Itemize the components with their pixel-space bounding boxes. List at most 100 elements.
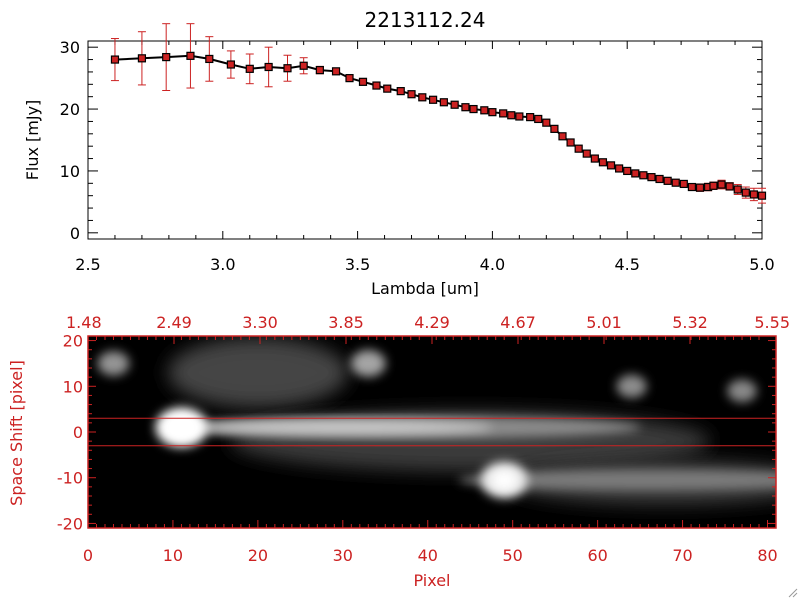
image-y-tick-label: 0 bbox=[73, 423, 83, 442]
flux-point bbox=[534, 114, 543, 124]
flux-point bbox=[396, 87, 405, 96]
image-axis-ticks: 0 10 20 30 40 50 60 70 80 1.48 2.49 3.30 3.85 4.29 4.6… bbox=[57, 313, 790, 565]
flux-point bbox=[717, 180, 726, 189]
wavelength-tick-label: 3.85 bbox=[328, 313, 364, 332]
spectrum-image-panel: 0 10 20 30 40 50 60 70 80 1.48 2.49 3.30 3.85 4.29 4.6… bbox=[7, 313, 790, 590]
flux-panel: 2213112.24 2.5 3.0 3.5 4.0 4.5 5.0 0 10 20 30 Lam… bbox=[23, 8, 775, 298]
flux-point bbox=[725, 182, 734, 191]
flux-point bbox=[709, 181, 718, 190]
flux-point bbox=[226, 60, 235, 69]
flux-point bbox=[331, 67, 341, 76]
flux-point bbox=[566, 138, 575, 147]
flux-point bbox=[550, 124, 559, 133]
source-blob-core bbox=[167, 416, 196, 439]
flux-point bbox=[461, 103, 470, 112]
image-x-tick-label: 0 bbox=[83, 546, 93, 565]
chart-title: 2213112.24 bbox=[365, 8, 486, 32]
flux-point bbox=[687, 182, 697, 192]
flux-x-tick-label: 4.5 bbox=[614, 255, 639, 274]
source-blob bbox=[616, 374, 647, 398]
flux-point bbox=[383, 84, 392, 93]
image-x-tick-label: 50 bbox=[503, 546, 523, 565]
flux-point bbox=[137, 54, 147, 63]
wavelength-tick-label: 4.67 bbox=[500, 313, 536, 332]
flux-point bbox=[372, 81, 381, 90]
image-y-tick-label: -10 bbox=[57, 469, 83, 488]
image-y-tick-label: 20 bbox=[63, 332, 83, 351]
flux-x-tick-label: 5.0 bbox=[749, 255, 774, 274]
source-blob-core bbox=[491, 469, 517, 491]
flux-point bbox=[110, 55, 120, 64]
flux-series bbox=[110, 23, 767, 204]
flux-x-axis-label: Lambda [um] bbox=[371, 279, 479, 298]
flux-y-tick-label: 10 bbox=[60, 162, 80, 181]
flux-point bbox=[526, 113, 535, 122]
flux-point bbox=[679, 179, 688, 189]
extraction-window bbox=[88, 417, 776, 447]
flux-point bbox=[264, 62, 273, 72]
resize-grip-icon[interactable] bbox=[786, 586, 798, 598]
flux-point bbox=[488, 108, 497, 117]
flux-point bbox=[499, 109, 508, 118]
flux-y-tick-label: 30 bbox=[60, 38, 80, 57]
flux-point bbox=[582, 149, 591, 158]
flux-point bbox=[623, 166, 632, 176]
image-x-tick-label: 80 bbox=[757, 546, 777, 565]
flux-axis-ticks: 2.5 3.0 3.5 4.0 4.5 5.0 0 10 20 30 bbox=[60, 38, 775, 274]
flux-line bbox=[114, 54, 763, 197]
wavelength-tick-label: 5.01 bbox=[586, 313, 622, 332]
flux-point bbox=[749, 190, 759, 199]
flux-x-tick-label: 3.5 bbox=[345, 255, 370, 274]
flux-y-tick-label: 20 bbox=[60, 100, 80, 119]
source-blob bbox=[97, 351, 130, 376]
flux-point bbox=[631, 169, 640, 178]
flux-y-tick-label: 0 bbox=[70, 224, 80, 243]
flux-x-tick-label: 2.5 bbox=[75, 255, 100, 274]
flux-point bbox=[469, 104, 478, 114]
flux-point bbox=[358, 77, 368, 86]
flux-point bbox=[515, 112, 524, 121]
flux-point bbox=[450, 100, 459, 109]
flux-point bbox=[598, 158, 608, 167]
flux-point bbox=[407, 90, 416, 99]
flux-point bbox=[205, 54, 214, 64]
source-blob bbox=[727, 379, 757, 403]
wavelength-tick-label: 3.30 bbox=[242, 313, 278, 332]
image-x-tick-label: 20 bbox=[248, 546, 268, 565]
flux-point bbox=[558, 132, 567, 141]
flux-point bbox=[299, 61, 308, 70]
flux-point bbox=[695, 183, 705, 192]
flux-plot-frame bbox=[87, 40, 763, 240]
flux-point bbox=[480, 106, 489, 115]
source-blob bbox=[350, 350, 386, 377]
image-x-tick-label: 40 bbox=[418, 546, 438, 565]
flux-point bbox=[542, 118, 551, 127]
image-background-glow bbox=[167, 337, 348, 408]
flux-point bbox=[507, 111, 516, 120]
flux-point bbox=[245, 64, 254, 73]
flux-point bbox=[606, 161, 616, 170]
image-x-tick-label: 10 bbox=[163, 546, 183, 565]
flux-point bbox=[162, 52, 171, 62]
flux-point bbox=[315, 65, 324, 75]
flux-point bbox=[283, 64, 292, 73]
spectrum-image bbox=[97, 337, 776, 505]
primary-trace-core bbox=[192, 420, 493, 435]
wavelength-tick-label: 4.29 bbox=[414, 313, 450, 332]
flux-point bbox=[345, 74, 354, 83]
wavelength-tick-label: 5.55 bbox=[754, 313, 790, 332]
image-x-tick-label: 70 bbox=[672, 546, 692, 565]
flux-point bbox=[655, 174, 664, 184]
flux-x-tick-label: 4.0 bbox=[480, 255, 505, 274]
image-x-tick-label: 30 bbox=[333, 546, 353, 565]
flux-x-tick-label: 3.0 bbox=[210, 255, 235, 274]
flux-point bbox=[590, 154, 599, 163]
wavelength-tick-label: 2.49 bbox=[156, 313, 192, 332]
flux-point bbox=[418, 93, 427, 102]
flux-point bbox=[733, 185, 742, 194]
flux-point bbox=[439, 98, 448, 107]
flux-point bbox=[757, 191, 767, 200]
flux-point bbox=[615, 164, 624, 173]
flux-y-axis-label: Flux [mJy] bbox=[23, 100, 42, 181]
